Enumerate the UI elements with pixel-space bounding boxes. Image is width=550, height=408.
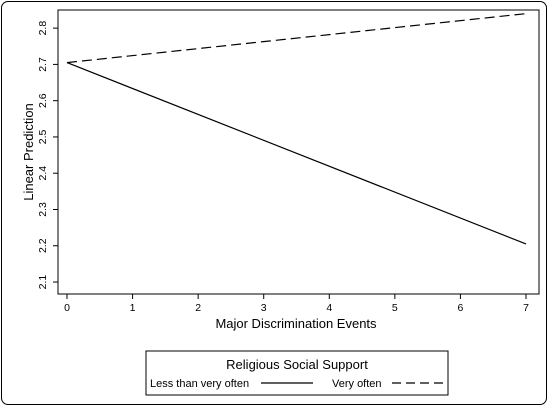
series-line-less-than-very-often (66, 62, 527, 245)
plot-area (57, 9, 540, 295)
y-tick-label: 2.6 (37, 93, 49, 108)
series-layer (66, 13, 527, 245)
series-line-very-often (66, 13, 527, 64)
y-axis: 2.1 2.2 2.3 2.4 2.5 2.6 2.7 2.8 (37, 21, 58, 290)
x-axis-title: Major Discrimination Events (215, 316, 377, 331)
y-tick-label: 2.3 (37, 202, 49, 217)
y-tick-label: 2.5 (37, 129, 49, 144)
y-axis-title: Linear Prediction (21, 103, 36, 201)
x-axis: 0 1 2 3 4 5 6 7 (64, 294, 529, 314)
legend: Religious Social Support Less than very … (145, 350, 449, 396)
legend-label-less-than-very-often: Less than very often (150, 378, 249, 390)
x-tick-label: 4 (326, 302, 332, 314)
x-tick-label: 7 (523, 302, 529, 314)
legend-label-very-often: Very often (332, 378, 382, 390)
y-tick-label: 2.7 (37, 57, 49, 72)
x-tick-label: 2 (195, 302, 201, 314)
y-tick-label: 2.8 (37, 21, 49, 36)
y-tick-label: 2.1 (37, 275, 49, 290)
x-tick-label: 0 (64, 302, 70, 314)
y-tick-label: 2.2 (37, 238, 49, 253)
y-tick-label: 2.4 (37, 166, 49, 181)
x-tick-label: 3 (261, 302, 267, 314)
legend-title: Religious Social Support (226, 357, 368, 372)
x-tick-label: 6 (458, 302, 464, 314)
legend-box (145, 350, 449, 396)
x-tick-label: 5 (392, 302, 398, 314)
x-tick-label: 1 (130, 302, 136, 314)
